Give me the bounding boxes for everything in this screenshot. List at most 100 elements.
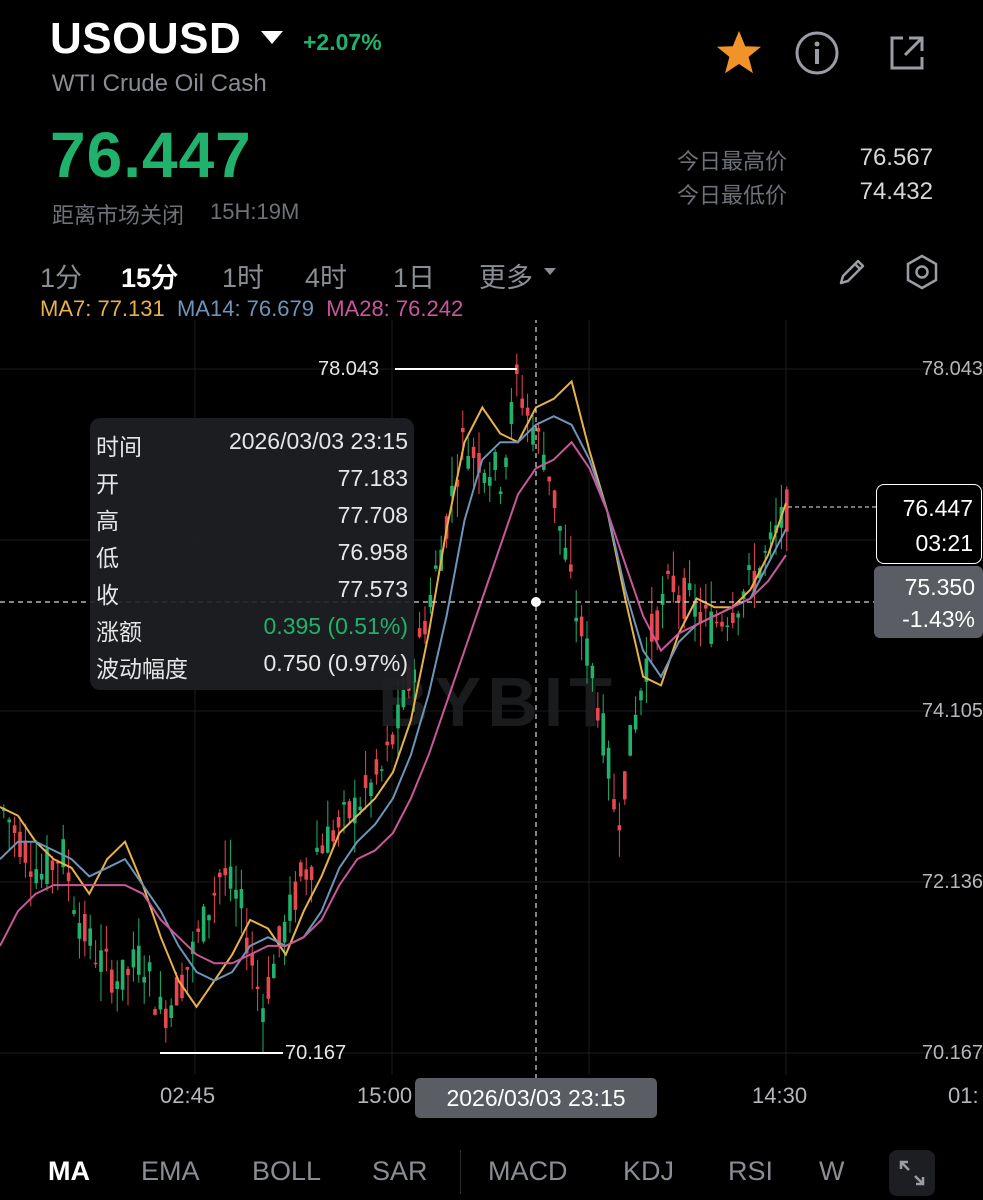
tab-1m[interactable]: 1分 [40,263,83,293]
settings-icon[interactable] [898,248,946,296]
chevron-down-icon[interactable] [544,268,556,275]
y-axis-label: 72.136 [921,871,983,893]
candle-body [693,601,697,617]
indicator-kdj[interactable]: KDJ [623,1156,675,1186]
candle-body [45,848,49,884]
instrument-name: WTI Crude Oil Cash [52,70,267,97]
indicator-rsi[interactable]: RSI [728,1156,774,1186]
indicator-ma[interactable]: MA [48,1156,90,1186]
candle-countdown: 03:21 [915,530,973,556]
symbol-dropdown-icon[interactable] [261,31,283,44]
candle-body [569,564,573,572]
change-percent: +2.07% [303,29,382,55]
candle-body [29,871,33,877]
candle-body [234,889,238,899]
candle-body [293,881,298,910]
candle-body [606,747,611,779]
candle-body [272,963,276,979]
indicator-boll[interactable]: BOLL [252,1156,322,1186]
share-icon[interactable] [882,28,932,78]
candle-body [50,860,55,870]
candle-body [66,872,71,882]
indicator-w[interactable]: W [819,1156,845,1186]
candle-body [466,456,470,469]
candle-body [245,937,249,954]
x-axis-label: 15:00 [357,1083,413,1108]
candle-body [56,862,60,864]
candle-body [137,945,141,975]
candle-body [207,915,211,921]
candle-body [99,950,103,972]
tab-4h[interactable]: 4时 [305,263,348,293]
candle-body [531,427,535,445]
last-price-box: 76.447 03:21 [876,484,982,564]
candle-body [142,976,146,983]
indicator-sar[interactable]: SAR [372,1156,428,1186]
tooltip-row-close: 收 77.573 [96,576,408,608]
candle-body [385,741,389,746]
tab-1h[interactable]: 1时 [222,263,265,293]
candle-body [428,594,433,608]
candle-body [542,454,546,470]
candle-body [423,620,427,635]
candle-body [768,532,773,540]
candle-body [23,840,28,863]
candle-body [266,976,271,999]
candle-body [12,825,17,834]
last-price: 76.447 [50,119,252,191]
tab-15m[interactable]: 15分 [121,263,179,293]
low-label: 今日最低价 [677,183,788,208]
ma7-label: MA7: 77.131 [40,296,165,321]
candle-body [336,817,341,828]
indicator-macd[interactable]: MACD [488,1156,568,1186]
candle-body [504,457,508,468]
candle-body [461,427,465,433]
x-axis-label: 02:45 [160,1083,216,1108]
candle-body [623,771,627,800]
candle-body [396,704,400,729]
ma-legend: MA7: 77.131 MA14: 76.679 MA28: 76.242 [40,296,463,322]
candle-body [18,831,22,857]
high-label: 今日最高价 [677,149,788,174]
candle-body [88,928,92,946]
expand-icon[interactable] [889,1150,935,1196]
candle-body [585,638,589,666]
low-value: 74.432 [859,178,933,205]
candle-body [558,526,562,531]
info-icon[interactable] [792,28,842,78]
candle-body [363,775,368,789]
x-axis-label: 01: [948,1083,979,1108]
symbol-title[interactable]: USOUSD [50,14,242,63]
candle-body [434,565,438,569]
candle-body [612,799,616,810]
crosshair-change: -1.43% [902,606,975,632]
candle-body [563,547,568,560]
candle-body [83,913,87,942]
candle-body [153,1009,157,1015]
candle-body [309,866,314,880]
candle-body [725,625,730,627]
ma14-label: MA14: 76.679 [176,296,314,321]
crosshair-time-label: 2026/03/03 23:15 [415,1078,657,1118]
tab-more[interactable]: 更多 [479,263,533,293]
candle-body [714,621,719,624]
indicator-ema[interactable]: EMA [141,1156,200,1186]
ma7-line [0,379,787,1009]
candle-body [687,583,692,591]
candle-body [250,954,254,966]
x-axis-label: 14:30 [752,1083,808,1108]
candle-body [77,922,82,939]
candle-body [115,981,119,990]
candle-body [698,612,703,624]
candle-body [633,714,638,730]
min-price-marker: 70.167 [285,1042,347,1064]
candle-body [196,928,200,932]
pencil-icon[interactable] [828,248,876,296]
candle-body [450,485,454,497]
candle-body [358,806,362,811]
tab-1d[interactable]: 1日 [393,263,436,293]
crosshair-dot [531,597,541,607]
candle-body [704,604,708,609]
star-icon[interactable] [714,28,764,78]
candle-body [331,830,335,842]
